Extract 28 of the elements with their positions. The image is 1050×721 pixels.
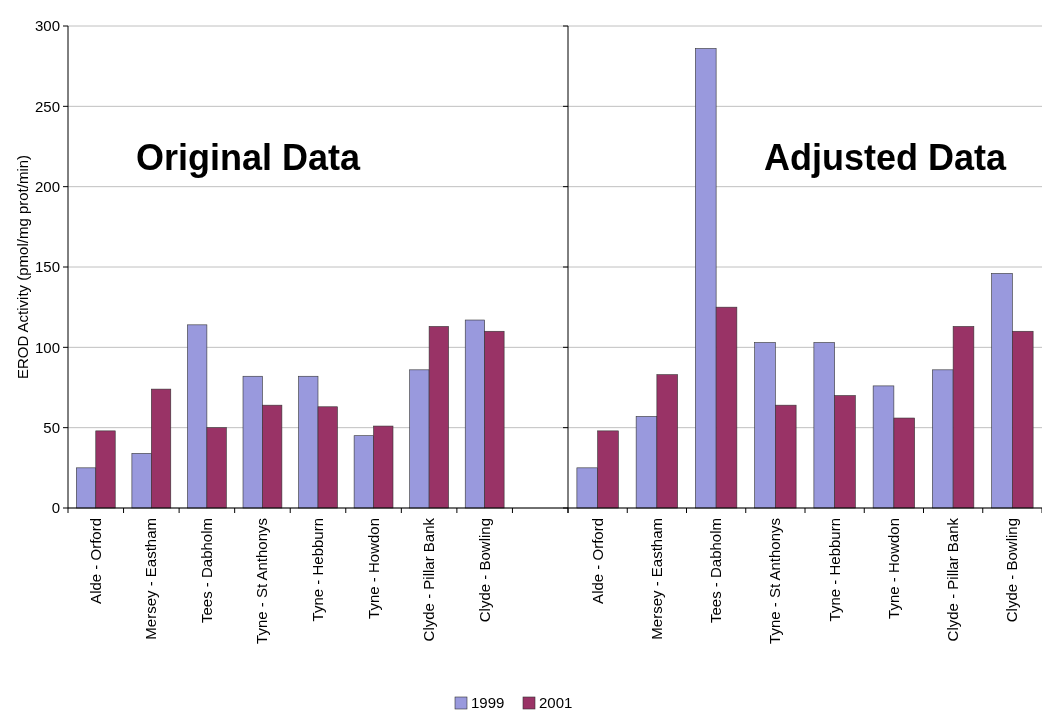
x-tick-label: Clyde - Bowling — [475, 518, 493, 623]
y-tick-label: 250 — [34, 97, 60, 115]
x-tick-label: Tyne - Hebburn — [825, 518, 843, 622]
y-tick-label: 200 — [34, 177, 60, 195]
x-tick-label: Tyne - Howdon — [884, 518, 902, 619]
x-tick-label: Clyde - Pillar Bank — [944, 517, 962, 642]
x-tick-label: Tees - Dabholm — [707, 518, 725, 624]
y-tick-label: 150 — [34, 258, 60, 276]
x-tick-label: Tyne - St Anthonys — [766, 518, 784, 644]
x-tick-label: Tyne - Hebburn — [309, 518, 326, 622]
x-tick-label: Alde - Orford — [86, 518, 104, 604]
y-tick-label: 50 — [43, 418, 60, 436]
x-tick-label: Tyne - Howdon — [364, 518, 382, 619]
legend-label: 1999 — [471, 694, 505, 711]
x-tick-label: Tyne - St Anthonys — [253, 518, 271, 644]
legend-label: 2001 — [539, 694, 573, 711]
x-tick-label: Tees - Dabholm — [197, 518, 215, 624]
annotation: Adjusted Data — [763, 137, 1007, 178]
y-tick-label: 0 — [51, 499, 60, 517]
x-tick-label: Mersey - Eastham — [142, 518, 160, 640]
y-tick-label: 100 — [34, 338, 60, 356]
x-tick-label: Clyde - Pillar Bank — [420, 517, 438, 642]
y-axis-title: EROD Activity (pmol/mg prot/min) — [14, 154, 31, 380]
y-tick-label: 300 — [34, 17, 60, 35]
x-tick-label: Alde - Orford — [588, 518, 606, 604]
x-tick-label: Clyde - Bowling — [1003, 518, 1021, 623]
x-tick-label: Mersey - Eastham — [647, 518, 665, 640]
annotation: Original Data — [135, 137, 361, 178]
